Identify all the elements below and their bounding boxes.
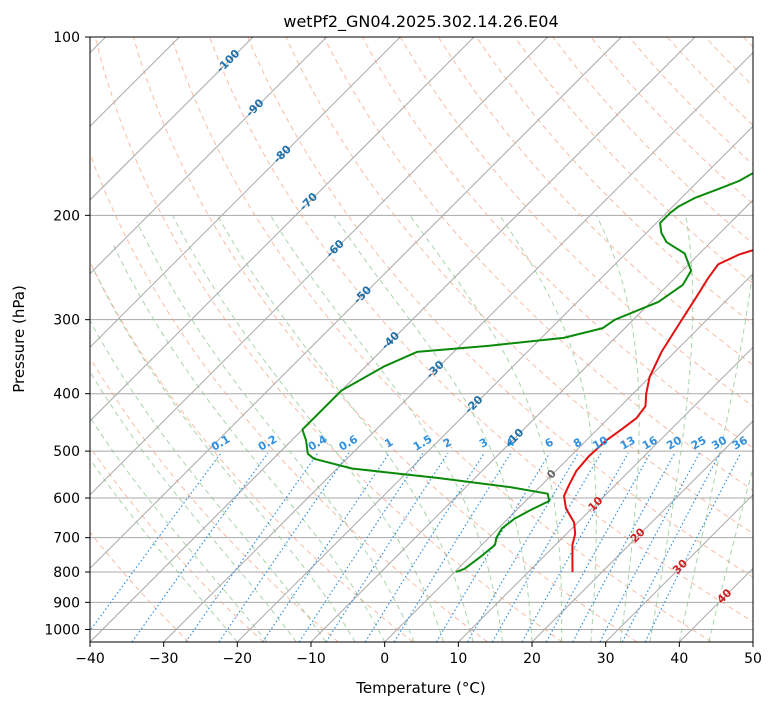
y-tick-label: 700 [53,531,80,547]
mixing-ratio-line [621,452,721,642]
y-tick-label: 900 [53,595,80,611]
moist-adiabat [409,215,563,642]
isotherm [90,37,696,642]
mixing-ratio-line [262,452,390,642]
mixing-ratio-line [364,452,485,642]
isotherm [90,37,549,496]
moist-adiabat [172,215,445,642]
y-tick-label: 400 [53,387,80,403]
x-tick-label: 0 [380,651,389,667]
y-tick-label: 500 [53,444,80,460]
mixing-ratio-line [466,452,579,642]
x-tick-label: −10 [296,651,326,667]
isotherm [90,37,328,275]
mixing-ratio-line [521,452,629,642]
moist-adiabat [708,466,753,642]
x-tick-label: 10 [449,651,467,667]
y-tick-label: 200 [53,208,80,224]
moist-adiabat [270,215,503,642]
background-lines [90,37,753,642]
isotherm [384,272,753,642]
dry-adiabat [90,531,190,642]
dry-adiabat [90,260,414,642]
moist-adiabat [596,215,640,642]
y-tick-label: 1000 [44,622,80,638]
series-layer [301,171,753,573]
mixing-ratio-line [131,452,269,642]
isotherm [457,346,753,642]
x-axis: −40 −30 −20 −10 0 10 20 30 40 50 [75,642,762,667]
x-tick-label: 20 [523,651,541,667]
x-tick-label: −20 [223,651,253,667]
chart-title: wetPf2_GN04.2025.302.14.26.E04 [283,12,558,32]
dry-adiabat [90,356,339,642]
mixing-ratio-line [325,452,449,642]
moist-adiabat [92,267,356,642]
dry-adiabat [323,37,753,491]
temperature-line [563,249,753,573]
mixing-ratio-line [185,452,319,642]
x-tick-label: 30 [597,651,615,667]
y-tick-label: 600 [53,491,80,507]
x-tick-label: 40 [670,651,688,667]
isotherm [605,493,753,642]
y-axis-label: Pressure (hPa) [10,285,28,393]
mixing-ratio-line [298,452,424,642]
moist-adiabat [136,221,415,642]
isotherm [90,37,254,201]
dry-adiabat [209,37,753,623]
dewpoint-line [301,171,753,573]
y-axis: 1000 900 800 700 600 500 400 300 200 100 [44,30,90,638]
dry-adiabat [247,37,753,578]
mixing-ratio-line [435,452,551,642]
dry-adiabat [94,37,563,642]
moist-adiabat [90,319,327,642]
x-tick-label: 50 [744,651,762,667]
moist-adiabat [90,416,268,642]
moist-adiabat [678,265,753,642]
dry-adiabat [132,37,638,642]
y-tick-label: 800 [53,565,80,581]
moist-adiabat [499,215,597,642]
mixing-ratio-line [644,452,742,642]
isotherm [531,420,753,642]
isotherm [163,51,753,642]
dry-adiabat [285,37,753,535]
moist-adiabat [217,215,474,642]
isotherm [90,37,475,422]
x-tick-label: −30 [149,651,179,667]
isotherm [90,37,401,349]
x-axis-label: Temperature (°C) [355,679,485,697]
moist-adiabat [649,215,694,642]
mixing-ratio-line [90,452,222,632]
isotherm [90,37,622,570]
moist-adiabat [113,245,386,642]
plot-frame [89,36,754,643]
dry-adiabat [437,37,753,366]
dry-adiabat [399,37,753,407]
mixing-ratio-line [491,452,602,642]
y-tick-label: 100 [53,30,80,46]
isotherm [310,199,753,642]
moist-adiabat [333,215,533,642]
y-tick-label: 300 [53,313,80,329]
x-tick-label: −40 [75,651,105,667]
